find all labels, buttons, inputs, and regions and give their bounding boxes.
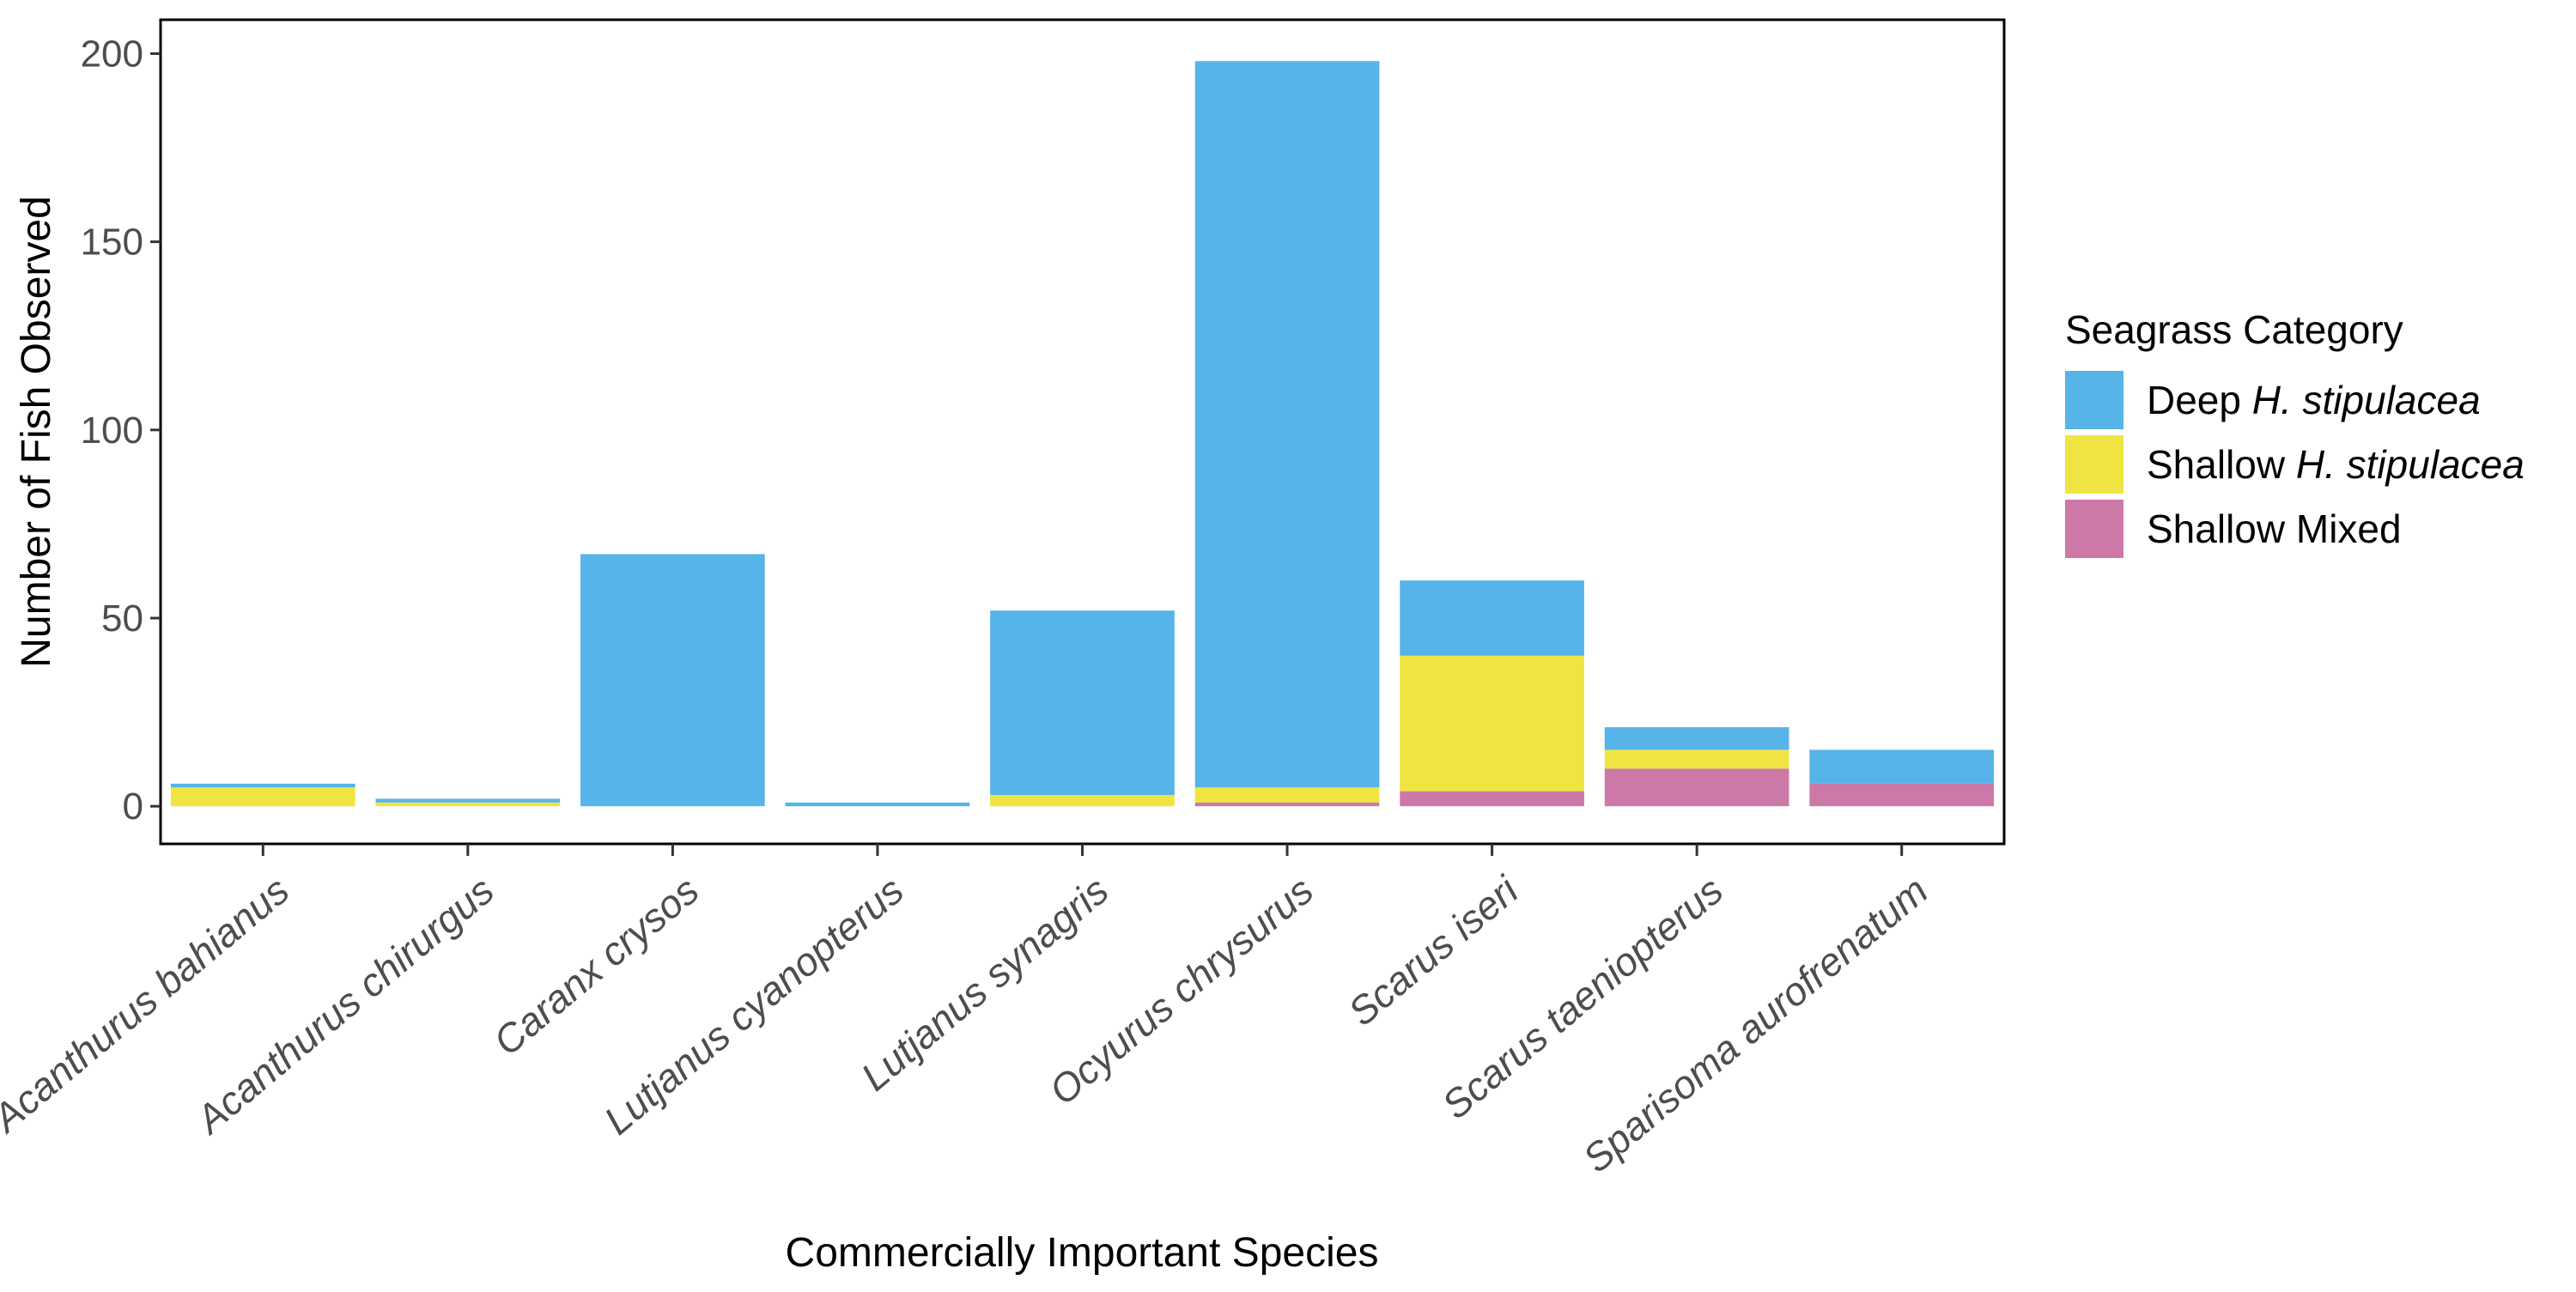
bar-scarus-taeniopterus-deep-h-stipulacea [1604, 727, 1789, 750]
bar-sparisoma-aurofrenatum-deep-h-stipulacea [1809, 749, 1995, 784]
legend-label-text: Deep [2147, 378, 2252, 422]
bars-layer [170, 61, 1995, 807]
y-tick-label: 0 [123, 786, 143, 828]
bar-acanthurus-chirurgus-deep-h-stipulacea [375, 798, 561, 803]
bar-acanthurus-chirurgus-shallow-h-stipulacea [375, 802, 561, 807]
bar-scarus-iseri-deep-h-stipulacea [1400, 580, 1584, 656]
bar-acanthurus-bahianus-deep-h-stipulacea [170, 783, 355, 788]
bar-acanthurus-bahianus-shallow-h-stipulacea [170, 787, 355, 807]
bar-lutjanus-synagris-deep-h-stipulacea [990, 610, 1175, 796]
y-tick-label: 200 [81, 33, 143, 75]
legend-label: Shallow Mixed [2147, 506, 2402, 551]
legend-label-italic: H. stipulacea [2296, 442, 2524, 487]
x-tick-label-caranx-crysos: Caranx crysos [485, 868, 708, 1065]
legend-item: Shallow H. stipulacea [2065, 435, 2524, 494]
x-tick-label-sparisoma-aurofrenatum: Sparisoma aurofrenatum [1575, 868, 1936, 1181]
legend-swatch [2065, 435, 2123, 494]
legend: Seagrass Category Deep H. stipulaceaShal… [2065, 307, 2524, 558]
legend-label-italic: H. stipulacea [2252, 378, 2481, 422]
y-axis-title: Number of Fish Observed [14, 196, 59, 668]
bar-lutjanus-synagris-shallow-h-stipulacea [990, 795, 1175, 807]
legend-label: Shallow H. stipulacea [2147, 442, 2524, 487]
legend-item: Deep H. stipulacea [2065, 371, 2481, 429]
legend-swatch [2065, 371, 2123, 429]
legend-label-text: Shallow Mixed [2147, 506, 2402, 551]
bar-ocyurus-chrysurus-shallow-mixed [1194, 802, 1380, 807]
bar-lutjanus-cyanopterus-deep-h-stipulacea [785, 802, 970, 807]
legend-swatch [2065, 500, 2123, 558]
y-axis: 0 50 100 150 200 [81, 33, 161, 828]
bar-scarus-iseri-shallow-h-stipulacea [1400, 655, 1584, 792]
x-axis-title: Commercially Important Species [786, 1230, 1379, 1276]
bar-ocyurus-chrysurus-shallow-h-stipulacea [1194, 787, 1380, 803]
bar-scarus-taeniopterus-shallow-h-stipulacea [1604, 749, 1789, 769]
legend-item: Shallow Mixed [2065, 500, 2402, 558]
y-tick-label: 150 [81, 221, 143, 264]
legend-label: Deep H. stipulacea [2147, 378, 2481, 422]
bar-scarus-taeniopterus-shallow-mixed [1604, 768, 1789, 807]
bar-caranx-crysos-deep-h-stipulacea [580, 554, 765, 807]
x-tick-label-scarus-iseri: Scarus iseri [1340, 866, 1528, 1034]
bar-sparisoma-aurofrenatum-shallow-mixed [1809, 783, 1995, 807]
bar-ocyurus-chrysurus-deep-h-stipulacea [1194, 61, 1380, 788]
bar-scarus-iseri-shallow-mixed [1400, 791, 1584, 807]
legend-title: Seagrass Category [2065, 307, 2403, 352]
y-tick-label: 50 [101, 597, 143, 640]
y-tick-label: 100 [81, 409, 143, 452]
legend-label-text: Shallow [2147, 442, 2296, 487]
